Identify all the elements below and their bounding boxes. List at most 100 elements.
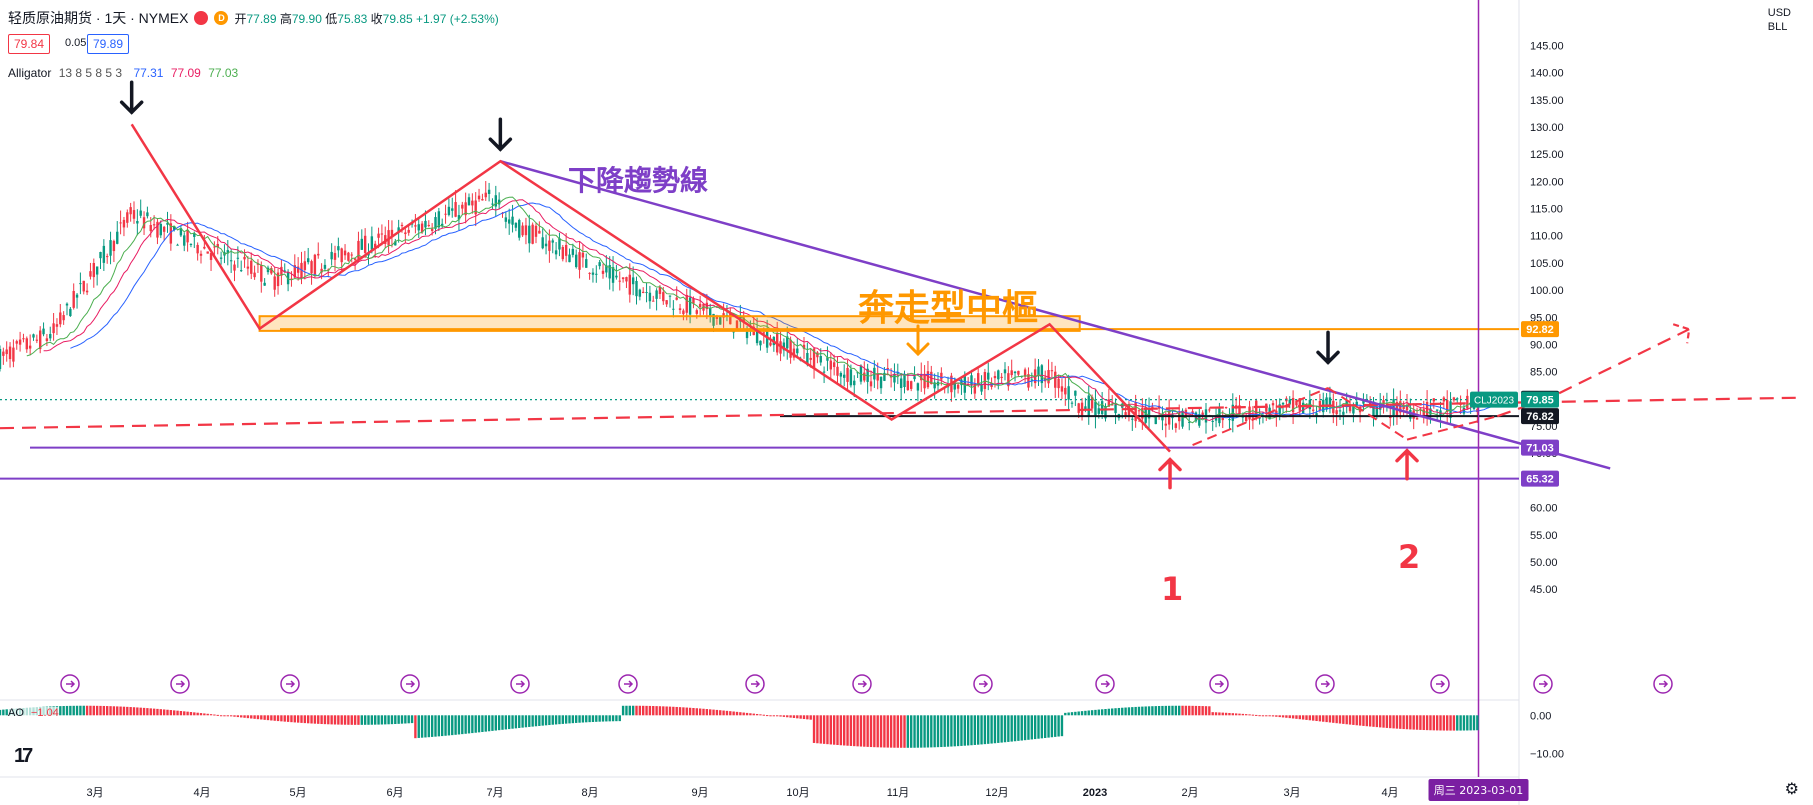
y-tick-label: 145.00 bbox=[1530, 40, 1564, 52]
candle-body bbox=[685, 295, 688, 313]
candle-body bbox=[822, 371, 826, 373]
event-icon bbox=[973, 674, 993, 694]
ao-bar bbox=[1412, 715, 1415, 730]
candle-body bbox=[832, 362, 836, 368]
ao-bar bbox=[1221, 712, 1224, 716]
ao-bar bbox=[662, 706, 665, 716]
ao-bar bbox=[1218, 712, 1221, 716]
sell-price-box[interactable]: 79.84 bbox=[8, 34, 51, 54]
down-arrow-icon bbox=[1316, 330, 1340, 365]
ao-bar bbox=[430, 715, 434, 737]
tradingview-logo[interactable]: 17 bbox=[14, 745, 33, 767]
candle-body bbox=[199, 253, 203, 256]
candle-body bbox=[487, 189, 491, 194]
ao-bar bbox=[183, 711, 186, 716]
ao-bar bbox=[256, 715, 260, 720]
candle-body bbox=[802, 344, 806, 349]
candle-body bbox=[1000, 376, 1003, 379]
candle-body bbox=[213, 246, 216, 248]
candle-body bbox=[183, 235, 186, 246]
ao-bar bbox=[1459, 715, 1462, 731]
candle-body bbox=[32, 334, 35, 338]
ao-bar bbox=[353, 715, 357, 725]
ao-bar bbox=[591, 715, 595, 722]
candle-body bbox=[1301, 402, 1305, 413]
ao-legend[interactable]: AO −1.04 bbox=[8, 707, 59, 719]
candle-body bbox=[1211, 420, 1214, 422]
symbol-title[interactable]: 轻质原油期货 · 1天 · NYMEX bbox=[8, 10, 189, 26]
candle-body bbox=[370, 236, 374, 250]
y-tick-label: 115.00 bbox=[1530, 204, 1563, 216]
candle-body bbox=[246, 266, 250, 269]
unit-label: BLL bbox=[1767, 21, 1788, 33]
alligator-legend[interactable]: Alligator 13 8 5 8 5 3 77.31 77.09 77.03 bbox=[8, 66, 238, 80]
candle-body bbox=[424, 220, 427, 228]
ao-bar bbox=[648, 705, 652, 716]
candle-body bbox=[883, 372, 886, 381]
candle-body bbox=[578, 252, 581, 270]
candle-body bbox=[22, 338, 25, 340]
ao-bar bbox=[1476, 715, 1479, 731]
ao-bar bbox=[916, 715, 920, 748]
candle-body bbox=[1435, 409, 1439, 411]
ao-bar bbox=[1047, 715, 1050, 738]
symbol-tag-box bbox=[1470, 391, 1518, 408]
ao-bar bbox=[618, 715, 621, 722]
ao-bar bbox=[688, 707, 692, 716]
candle-body bbox=[1338, 410, 1342, 412]
candle-body bbox=[219, 257, 223, 259]
candle-body bbox=[876, 373, 879, 381]
candle-body bbox=[112, 240, 116, 252]
ao-bar bbox=[1375, 715, 1379, 728]
buy-price-box[interactable]: 79.89 bbox=[87, 34, 130, 54]
ao-bar bbox=[303, 715, 307, 724]
y-tick-label: 100.00 bbox=[1530, 285, 1564, 297]
y-tick-label: 130.00 bbox=[1530, 122, 1564, 134]
ao-bar bbox=[377, 715, 380, 725]
candle-body bbox=[240, 270, 243, 272]
y-tick-label: 85.00 bbox=[1530, 367, 1558, 379]
candle-body bbox=[323, 264, 327, 269]
ao-bar bbox=[799, 715, 802, 719]
candle-body bbox=[360, 238, 363, 250]
event-icon bbox=[1095, 674, 1115, 694]
candle-body bbox=[571, 248, 575, 255]
candle-body bbox=[611, 267, 615, 283]
x-tick-label: 6月 bbox=[386, 787, 403, 799]
candle-body bbox=[92, 263, 95, 278]
ao-bar bbox=[1141, 706, 1144, 716]
ao-bar bbox=[1405, 715, 1409, 730]
ao-bar bbox=[246, 715, 250, 719]
event-icon-arrow bbox=[858, 680, 868, 688]
ao-bar bbox=[320, 715, 323, 725]
candle-body bbox=[903, 374, 906, 388]
delay-badge[interactable]: D bbox=[214, 11, 229, 25]
candle-body bbox=[538, 230, 541, 234]
candle-body bbox=[836, 366, 839, 376]
candle-body bbox=[796, 348, 799, 354]
candle-body bbox=[618, 280, 621, 282]
candle-body bbox=[585, 259, 588, 268]
cursor-date-label: 周三 2023-03-01 bbox=[1434, 784, 1523, 797]
ao-bar bbox=[1352, 715, 1355, 725]
ao-bar bbox=[725, 710, 729, 716]
candle-body bbox=[260, 265, 263, 282]
gear-icon[interactable]: ⚙ bbox=[1784, 781, 1799, 798]
candle-body bbox=[953, 382, 956, 390]
ao-bar bbox=[1134, 706, 1137, 716]
ao-bar bbox=[1355, 715, 1358, 726]
ao-bar bbox=[1345, 715, 1348, 725]
ao-bar bbox=[765, 715, 769, 717]
currency-unit[interactable]: USD BLL bbox=[1768, 6, 1791, 34]
candle-body bbox=[437, 211, 441, 228]
candle-body bbox=[1379, 402, 1382, 410]
candle-body bbox=[916, 383, 920, 391]
candle-body bbox=[65, 303, 69, 306]
candle-body bbox=[1415, 418, 1419, 420]
ao-bar bbox=[1040, 715, 1044, 739]
ao-bar bbox=[1258, 715, 1261, 717]
candle-body bbox=[1288, 399, 1291, 405]
candle-body bbox=[136, 221, 139, 224]
ao-bar bbox=[1312, 715, 1315, 721]
